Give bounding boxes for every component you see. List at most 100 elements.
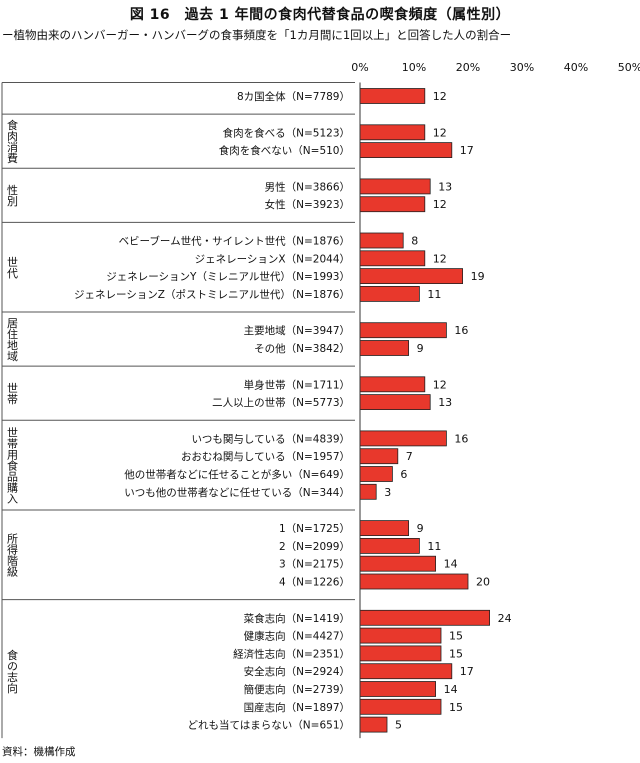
category-label: ジェネレーションY（ミレニアル世代）（N=1993） (106, 271, 350, 283)
value-label: 20 (476, 576, 490, 589)
value-label: 7 (406, 450, 413, 463)
value-label: 3 (384, 486, 391, 499)
value-label: 14 (444, 558, 458, 571)
x-tick-label: 30% (510, 61, 534, 74)
group-label: 食肉消費 (6, 118, 19, 163)
category-label: 安全志向（N=2924） (244, 665, 350, 678)
category-label: 簡便志向（N=2739） (244, 683, 350, 696)
bar (359, 394, 431, 411)
x-tick-label: 40% (564, 61, 588, 74)
category-label: その他（N=3842） (254, 342, 350, 355)
category-label: ベビーブーム世代・サイレント世代（N=1876） (119, 235, 350, 248)
value-label: 17 (460, 665, 474, 678)
value-label: 15 (449, 630, 463, 643)
chart-title: 図 16 過去 1 年間の食肉代替食品の喫食頻度（属性別） (129, 7, 511, 23)
category-label: いつも他の世帯者などに任せている（N=344） (124, 486, 350, 499)
value-label: 5 (395, 719, 402, 732)
bar (359, 627, 442, 644)
bar (359, 196, 426, 213)
bar (359, 609, 491, 626)
bar (359, 88, 426, 104)
category-label: どれも当てはまらない（N=651） (188, 719, 350, 732)
category-label: 健康志向（N=4427） (244, 630, 350, 643)
bar (359, 538, 420, 554)
x-tick-label: 0% (351, 61, 368, 74)
value-label: 9 (417, 522, 424, 535)
bar (359, 716, 388, 733)
group-label: 世帯 (6, 382, 19, 404)
bar (359, 555, 436, 572)
bar (359, 681, 436, 697)
category-label: 経済性志向（N=2351） (233, 647, 350, 660)
category-label: 女性（N=3923） (265, 198, 350, 211)
bar (359, 645, 442, 662)
group-label: 居住地域 (6, 317, 19, 361)
value-label: 12 (433, 198, 447, 211)
category-label: いつも関与している（N=4839） (191, 433, 350, 445)
value-label: 16 (454, 324, 468, 337)
bar (359, 178, 431, 195)
chart-subtitle: ー植物由来のハンバーガー・ハンバーグの食事頻度を「1カ月間に1回以上」と回答した… (2, 28, 512, 42)
bar (359, 466, 393, 482)
bar (359, 448, 399, 465)
x-tick-label: 50% (618, 61, 640, 74)
bar (359, 520, 409, 536)
category-label: 菜食志向（N=1419） (244, 612, 350, 625)
x-tick-label: 20% (456, 61, 480, 74)
category-label: 主要地域（N=3947） (244, 324, 350, 337)
value-label: 11 (427, 288, 441, 301)
bar (359, 322, 447, 339)
bar (359, 698, 442, 715)
bar (359, 430, 447, 447)
bar (359, 232, 404, 249)
category-label: 単身世帯（N=1711） (244, 378, 350, 391)
value-label: 6 (400, 468, 407, 481)
bar (359, 573, 469, 590)
value-label: 12 (433, 126, 447, 139)
category-label: 4（N=1226） (279, 577, 350, 589)
group-label: 所得階級 (6, 532, 19, 577)
group-label: 世代 (6, 256, 19, 279)
bar (359, 340, 409, 356)
value-label: 8 (411, 235, 418, 248)
value-label: 9 (417, 342, 424, 355)
value-label: 12 (433, 90, 447, 103)
group-label: 世帯用食品購入 (6, 426, 19, 503)
category-label: 3（N=2175） (279, 559, 350, 571)
category-label: 国産志向（N=1897） (244, 701, 350, 714)
bar (359, 142, 453, 159)
category-label: 男性（N=3866） (265, 180, 350, 193)
category-label: 食肉を食べない（N=510） (219, 144, 350, 157)
bar (359, 124, 426, 141)
bar (359, 663, 453, 680)
value-label: 11 (427, 540, 441, 553)
value-label: 13 (438, 396, 452, 409)
group-label: 性別 (6, 183, 19, 207)
bar (359, 483, 377, 500)
category-label: 二人以上の世帯（N=5773） (212, 396, 350, 409)
value-label: 12 (433, 252, 447, 265)
bar (359, 285, 420, 302)
value-label: 12 (433, 378, 447, 391)
category-label: ジェネレーションZ（ポストミレニアル世代）（N=1876） (74, 289, 350, 301)
bar (359, 376, 426, 393)
category-label: ジェネレーションX（N=2044） (195, 253, 350, 265)
bar (359, 268, 463, 285)
bar (359, 250, 426, 267)
value-label: 19 (471, 270, 485, 283)
category-label: 食肉を食べる（N=5123） (223, 126, 350, 139)
value-label: 24 (498, 612, 512, 625)
value-label: 17 (460, 144, 474, 157)
value-label: 15 (449, 701, 463, 714)
value-label: 16 (454, 432, 468, 445)
value-label: 15 (449, 647, 463, 660)
x-tick-label: 10% (402, 61, 426, 74)
category-label: 1（N=1725） (279, 523, 350, 535)
category-label: おおむね関与している（N=1957） (181, 451, 350, 463)
source-note: 資料：機構作成 (2, 746, 76, 758)
category-label: 2（N=2099） (279, 541, 350, 553)
category-label: 8カ国全体（N=7789） (237, 90, 350, 103)
group-label: 食の志向 (6, 648, 19, 693)
value-label: 14 (444, 683, 458, 696)
